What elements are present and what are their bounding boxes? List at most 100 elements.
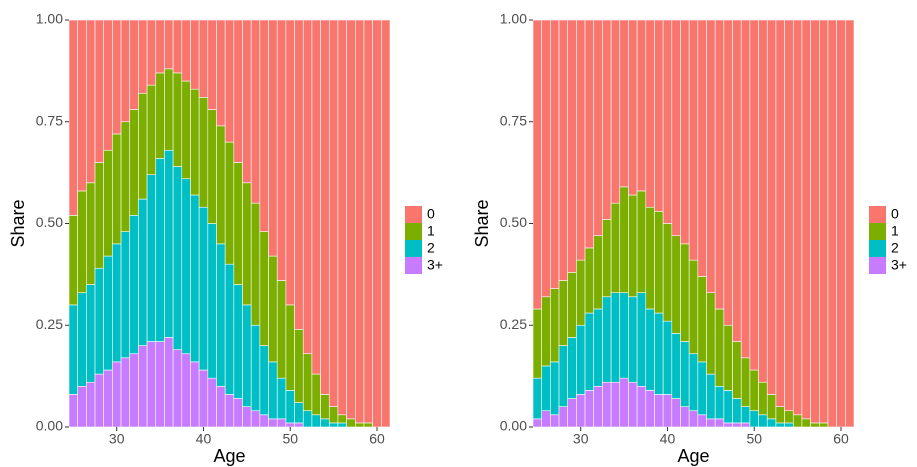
bar-segment	[758, 19, 768, 383]
bar-segment	[337, 414, 347, 424]
bar-segment	[645, 390, 655, 428]
bar-segment	[593, 19, 603, 237]
bar-segment	[740, 422, 751, 428]
bar-segment	[311, 19, 321, 375]
bar-segment	[645, 19, 655, 208]
y-axis-title: Share	[8, 199, 28, 247]
bar-segment	[172, 349, 183, 428]
bar-segment	[250, 202, 261, 326]
x-axis-title: Age	[213, 446, 245, 466]
bar-segment	[723, 422, 733, 428]
bar-segment	[801, 418, 811, 428]
legend-key	[869, 257, 886, 274]
bar-segment	[636, 292, 647, 387]
bar-segment	[120, 231, 131, 359]
bar-segment	[120, 19, 131, 123]
bar-segment	[346, 19, 356, 420]
bar-segment	[94, 267, 105, 375]
bar-segment	[285, 304, 295, 391]
bar-segment	[242, 304, 252, 407]
y-tick-label: 0.50	[36, 214, 63, 230]
bar-segment	[532, 377, 542, 420]
bar-segment	[294, 329, 304, 403]
bar-segment	[671, 19, 681, 237]
y-tick-label: 1.00	[36, 11, 63, 27]
bar-segment	[86, 182, 96, 285]
bar-segment	[129, 19, 139, 110]
bar-segment	[827, 19, 837, 428]
bar-segment	[818, 19, 829, 424]
x-tick-label: 50	[746, 431, 762, 447]
bar-segment	[636, 385, 647, 428]
bar-segment	[714, 308, 725, 387]
bar-segment	[155, 72, 165, 159]
bar-segment	[775, 19, 785, 407]
bar-segment	[146, 19, 157, 86]
bar-segment	[190, 88, 200, 196]
bar-segment	[190, 19, 200, 90]
bar-segment	[792, 19, 803, 416]
bar-segment	[784, 422, 794, 428]
bar-segment	[242, 182, 252, 306]
bar-segment	[276, 418, 287, 428]
bar-segment	[541, 296, 551, 367]
bar-segment	[320, 394, 330, 420]
bar-segment	[532, 308, 542, 379]
bar-segment	[103, 19, 113, 151]
x-tick-label: 40	[660, 431, 676, 447]
bar-segment	[714, 385, 725, 420]
bar-segment	[181, 178, 191, 355]
legend-label: 0	[427, 206, 435, 222]
bar-segment	[532, 418, 542, 428]
bar-segment	[198, 369, 209, 428]
bar-segment	[680, 243, 690, 342]
bar-segment	[146, 84, 157, 175]
bar-segment	[216, 19, 226, 127]
bar-segment	[706, 418, 716, 428]
bar-segment	[723, 324, 733, 391]
bar-segment	[792, 414, 803, 428]
bar-segment	[250, 324, 261, 412]
bar-segment	[723, 19, 733, 326]
bar-segment	[77, 292, 87, 387]
bar-segment	[662, 19, 673, 224]
bar-segment	[671, 333, 681, 399]
bar-segment	[216, 385, 226, 428]
bar-segment	[671, 398, 681, 428]
bar-segment	[576, 19, 586, 261]
bar-segment	[276, 280, 287, 379]
bar-segment	[138, 19, 148, 94]
bar-segment	[346, 418, 356, 428]
bar-segment	[190, 361, 200, 428]
bar-segment	[645, 206, 655, 310]
bar-segment	[77, 19, 87, 192]
bar-segment	[250, 410, 261, 428]
bar-segment	[740, 357, 751, 407]
bar-segment	[172, 19, 183, 74]
bar-segment	[680, 406, 690, 428]
bar-segment	[567, 19, 577, 273]
legend-label: 2	[891, 240, 899, 256]
bar-segment	[654, 19, 664, 212]
bar-segment	[662, 394, 673, 428]
bar-segment	[697, 276, 707, 363]
bar-segment	[120, 121, 131, 232]
bar-segment	[155, 19, 165, 74]
bar-segment	[172, 72, 183, 167]
bar-segment	[697, 19, 707, 277]
bar-segment	[77, 385, 87, 428]
legend-label: 0	[891, 206, 899, 222]
bar-segment	[706, 373, 716, 420]
x-axis-title: Age	[677, 446, 709, 466]
bar-segment	[94, 373, 105, 428]
bar-segment	[636, 19, 647, 192]
bar-segment	[129, 215, 139, 355]
bar-segment	[103, 255, 113, 371]
bar-segment	[567, 337, 577, 399]
bar-segment	[164, 337, 174, 428]
bar-segment	[775, 422, 785, 428]
bar-segment	[610, 19, 621, 204]
bar-segment	[155, 341, 165, 428]
bar-segment	[558, 280, 569, 346]
